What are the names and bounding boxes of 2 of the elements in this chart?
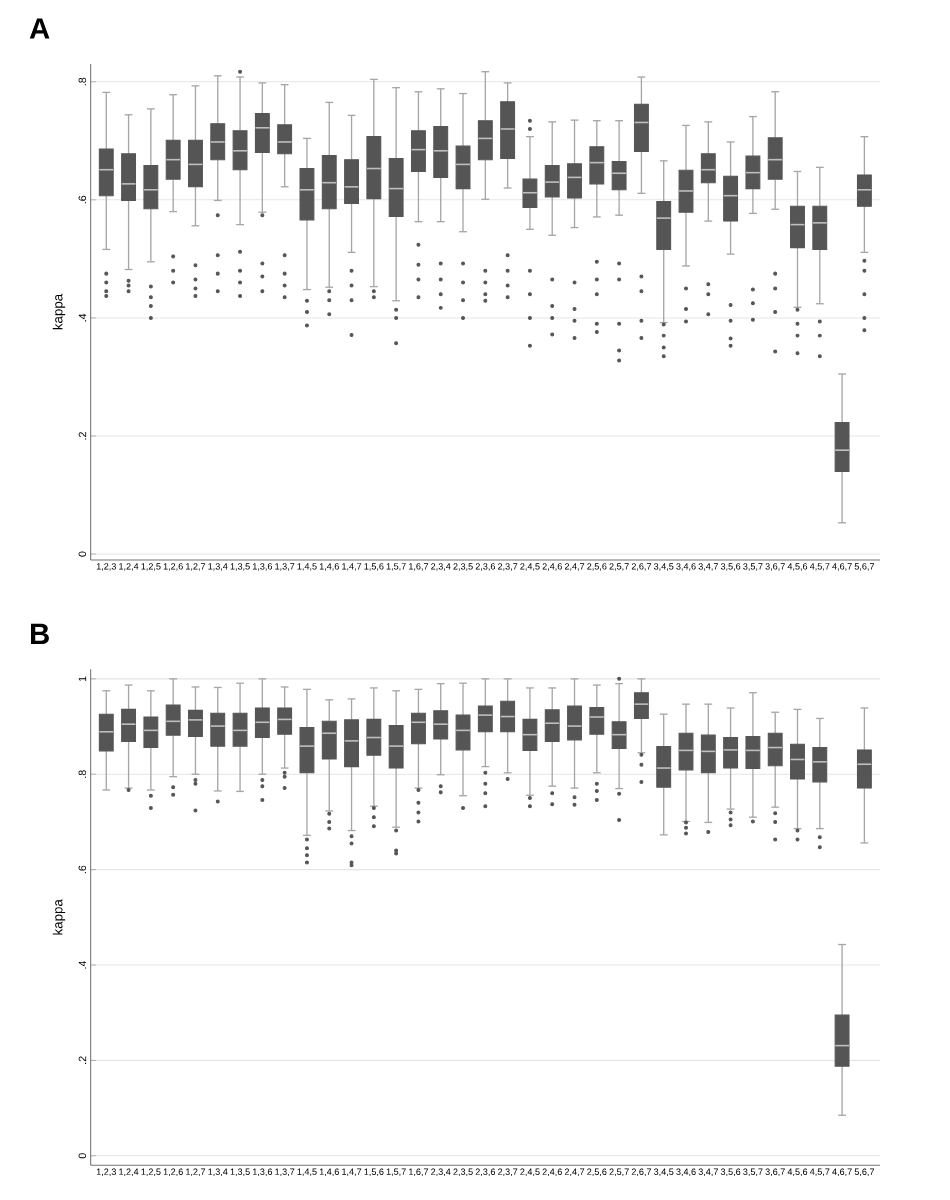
chart-title: A [30, 18, 50, 39]
chart-title: B [31, 623, 50, 644]
